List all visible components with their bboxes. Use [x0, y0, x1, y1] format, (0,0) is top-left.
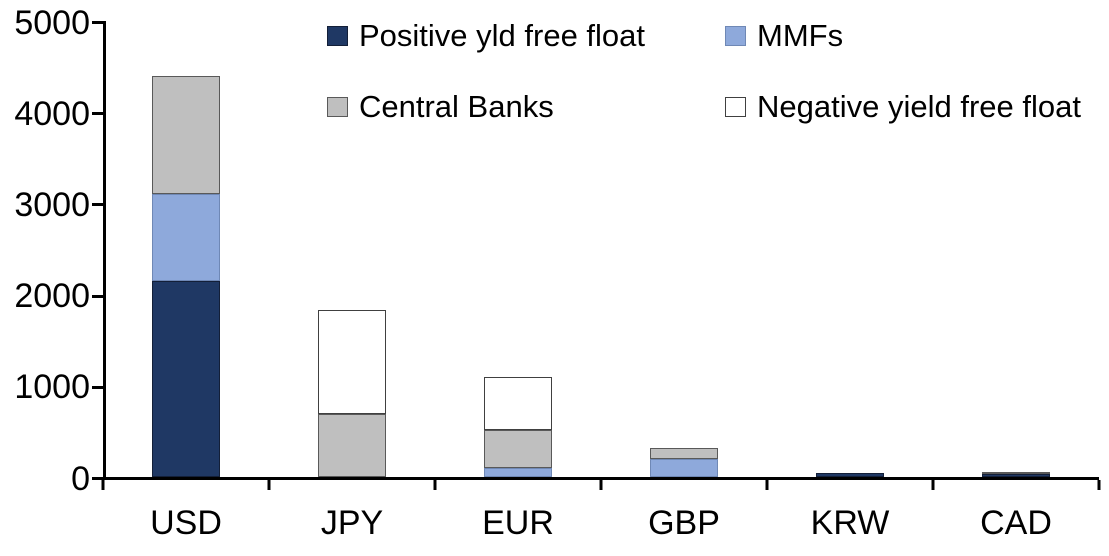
legend-label: Negative yield free float: [757, 89, 1081, 124]
bar-segment-krw-positive-yld-free-float: [816, 473, 884, 477]
bar-segment-usd-central-banks: [152, 75, 220, 195]
legend-item-mmfs: MMFs: [725, 15, 843, 56]
x-axis-category-label-cad: CAD: [980, 504, 1052, 542]
x-axis-category-label-eur: EUR: [482, 504, 554, 542]
bar-segment-eur-central-banks: [484, 429, 552, 468]
x-axis-tick: [765, 480, 769, 490]
legend-swatch-positive-yld-free-float: [327, 25, 348, 46]
x-axis-tick: [101, 480, 105, 490]
y-axis-line: [103, 21, 106, 480]
x-axis-line: [103, 477, 1099, 480]
bar-segment-jpy-central-banks: [318, 414, 386, 477]
y-axis-tick-label: 5000: [14, 3, 90, 42]
y-axis-tick-label: 4000: [14, 94, 90, 133]
plot-area: 0 1000 2000 3000 4000 5000 USD JPY EUR GBP KRW CAD: [14, 6, 1101, 540]
legend-swatch-mmfs: [725, 25, 746, 46]
x-axis-category-label-gbp: GBP: [648, 504, 720, 542]
legend-swatch-central-banks: [327, 96, 348, 117]
legend-label: Positive yld free float: [359, 18, 646, 53]
x-axis-tick: [599, 480, 603, 490]
bar-segment-eur-mmfs: [484, 467, 552, 477]
x-axis-tick: [433, 480, 437, 490]
x-axis-tick: [931, 480, 935, 490]
x-axis-tick: [1097, 480, 1101, 490]
bar-segment-usd-mmfs: [152, 194, 220, 281]
bar-segment-cad-positive-yld-free-float: [982, 474, 1050, 477]
y-axis-tick: [92, 21, 103, 24]
legend-item-positive-yld-free-float: Positive yld free float: [327, 15, 645, 56]
legend-swatch-negative-yield-free-float: [725, 96, 746, 117]
y-axis-tick-label: 3000: [14, 185, 90, 224]
y-axis-tick: [92, 294, 103, 298]
y-axis-tick: [92, 112, 103, 116]
y-axis-tick-label: 2000: [14, 277, 90, 316]
x-axis-tick: [267, 480, 271, 490]
y-axis-tick: [92, 477, 103, 480]
x-axis-category-label-jpy: JPY: [320, 504, 384, 542]
bar-segment-eur-negative-yield-free-float: [484, 376, 552, 430]
bar-segment-jpy-negative-yield-free-float: [318, 310, 386, 415]
bar-segment-usd-positive-yld-free-float: [152, 280, 220, 477]
y-axis-tick: [92, 385, 103, 389]
bar-segment-cad-central-banks: [982, 471, 1050, 475]
bar-segment-gbp-central-banks: [650, 447, 718, 459]
y-axis-tick-label: 1000: [14, 368, 90, 407]
bar-segment-gbp-mmfs: [650, 458, 718, 477]
y-axis-tick: [92, 203, 103, 207]
x-axis-category-label-krw: KRW: [810, 504, 890, 542]
legend-label: MMFs: [757, 18, 844, 53]
legend-label: Central Banks: [359, 89, 554, 124]
x-axis-category-label-usd: USD: [150, 504, 222, 542]
legend-item-central-banks: Central Banks: [327, 86, 554, 127]
legend-item-negative-yield-free-float: Negative yield free float: [725, 86, 1081, 127]
y-axis-tick-label: 0: [71, 459, 90, 498]
